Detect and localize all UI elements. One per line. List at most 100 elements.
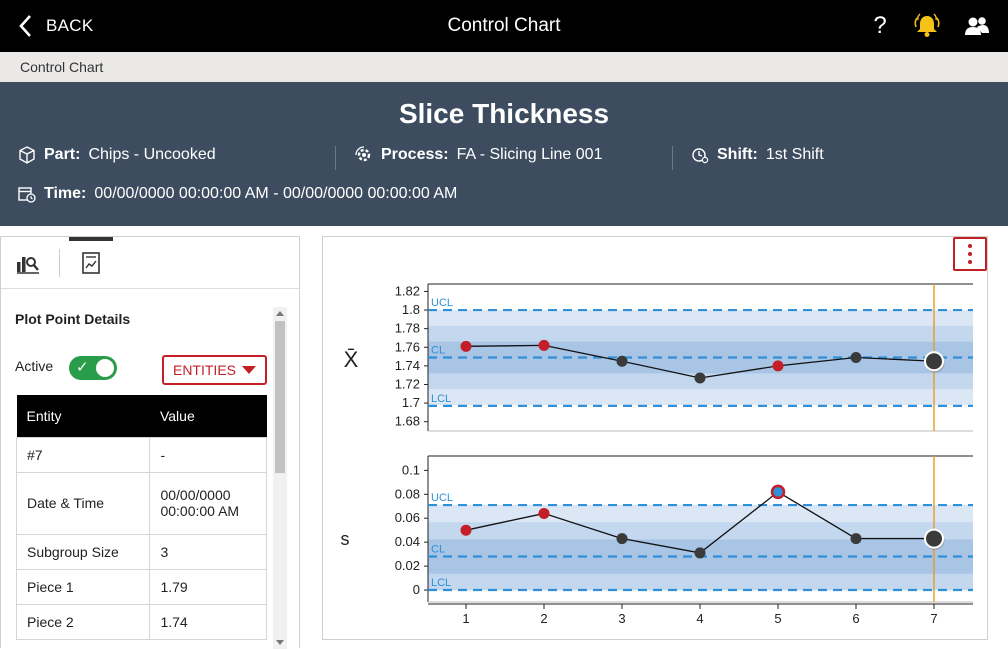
selected-data-point[interactable] [924, 528, 944, 549]
x-tick-label: 6 [852, 611, 859, 626]
active-tab-indicator [69, 237, 113, 241]
breadcrumb[interactable]: Control Chart [20, 59, 104, 75]
out-of-control-point[interactable] [538, 339, 550, 351]
y-tick-label: 1.72 [395, 376, 420, 391]
x-tick-label: 4 [696, 611, 703, 626]
table-row: Date & Time 00/00/0000 00:00:00 AM [15, 471, 267, 535]
shift-label: Shift: [717, 146, 758, 163]
y-tick-label: 1.74 [395, 358, 420, 373]
data-point[interactable] [850, 533, 862, 545]
control-chart-panel: 1.68 1.7 1.72 1.74 1.76 1.78 1.8 1.82 UCL CL LCL X̄… [322, 236, 988, 640]
xbar-chart: 1.68 1.7 1.72 1.74 1.76 1.78 1.8 1.82 UCL CL LCL X̄ [344, 283, 973, 432]
data-point[interactable] [850, 352, 862, 363]
scroll-up-icon[interactable] [276, 311, 284, 316]
entity-cell: Subgroup Size [15, 533, 151, 570]
active-label: Active [15, 358, 54, 374]
panel-tabs [1, 237, 299, 289]
caret-down-icon [242, 366, 256, 374]
y-tick-label: 0.04 [395, 534, 420, 549]
help-icon[interactable]: ? [873, 12, 887, 39]
tab-plot-point-details[interactable] [68, 237, 114, 289]
tab-analysis[interactable] [5, 237, 51, 289]
more-dot [968, 244, 972, 248]
x-tick-label: 2 [540, 611, 547, 626]
alarm-bell-icon[interactable] [912, 13, 942, 39]
x-tick-label: 1 [462, 611, 469, 626]
column-header-entity: Entity [16, 395, 150, 437]
tab-divider [59, 249, 60, 277]
part-meta: Part: Chips - Uncooked [18, 146, 216, 164]
out-of-control-point[interactable] [460, 340, 472, 352]
calendar-clock-icon [18, 187, 36, 203]
process-value: FA - Slicing Line 001 [456, 146, 603, 163]
y-tick-label: 1.7 [402, 395, 420, 410]
selected-data-point[interactable] [924, 351, 944, 372]
box-icon [19, 146, 35, 164]
y-tick-label: 0.02 [395, 558, 420, 573]
control-limit-label: LCL [431, 393, 451, 405]
entity-table: Entity Value #7- Date & Time 00/00/0000 0… [15, 395, 267, 640]
control-limit-label: CL [431, 345, 445, 357]
out-of-control-point[interactable] [538, 507, 550, 519]
data-point[interactable] [616, 533, 628, 545]
time-value: 00/00/0000 00:00:00 AM - 00/00/0000 00:0… [94, 185, 458, 202]
process-meta: Process: FA - Slicing Line 001 [355, 146, 602, 164]
shift-meta: Shift: 1st Shift [691, 146, 824, 164]
scroll-down-icon[interactable] [276, 640, 284, 645]
shift-clock-icon [692, 148, 709, 164]
plot-point-panel: Plot Point Details Active ✓ ENTITIES Ent… [0, 236, 300, 649]
value-cell: 1.79 [149, 568, 267, 605]
y-tick-label: 0.06 [395, 510, 420, 525]
entities-dropdown-button[interactable]: ENTITIES [162, 355, 267, 385]
process-gear-icon [355, 146, 371, 162]
chart-header: Slice Thickness Part: Chips - Uncooked Pr… [0, 82, 1008, 226]
control-limit-label: LCL [431, 577, 451, 589]
scroll-thumb[interactable] [275, 321, 285, 473]
entity-cell: Date & Time [15, 471, 151, 535]
data-point[interactable] [694, 372, 706, 384]
out-of-control-point[interactable] [460, 524, 472, 536]
y-tick-label: 1.68 [395, 414, 420, 429]
value-cell: 3 [149, 533, 267, 570]
control-limit-label: CL [431, 544, 445, 556]
more-dot [968, 260, 972, 264]
more-options-button[interactable] [953, 237, 987, 271]
time-label: Time: [44, 185, 87, 202]
value-cell: 00/00/0000 00:00:00 AM [149, 471, 267, 535]
y-tick-label: 0.1 [402, 462, 420, 477]
y-tick-label: 1.78 [395, 321, 420, 336]
control-charts[interactable]: 1.68 1.7 1.72 1.74 1.76 1.78 1.8 1.82 UCL CL LCL X̄… [323, 237, 987, 639]
control-limit-label: UCL [431, 297, 453, 309]
data-point[interactable] [694, 547, 706, 559]
y-tick-label: 1.82 [395, 283, 420, 298]
part-value: Chips - Uncooked [88, 146, 216, 163]
data-point[interactable] [616, 355, 628, 367]
active-toggle[interactable]: ✓ [69, 356, 117, 380]
table-header-row: Entity Value [16, 395, 267, 437]
s-chart: 0 0.02 0.04 0.06 0.08 0.1 UCL CL LCL s 1 2 3 4 5 6 7 [341, 455, 973, 626]
back-button[interactable]: BACK [18, 10, 94, 42]
process-label: Process: [381, 146, 449, 163]
panel-scrollbar[interactable] [273, 307, 287, 649]
entity-cell: #7 [15, 436, 151, 473]
table-row: #7- [15, 436, 267, 473]
control-limit-label: UCL [431, 492, 453, 504]
entity-cell: Piece 1 [15, 568, 151, 605]
back-label: BACK [46, 16, 94, 35]
entity-cell: Piece 2 [15, 603, 151, 640]
chevron-left-icon [19, 15, 31, 37]
y-tick-label: 0 [413, 582, 420, 597]
column-header-value: Value [149, 395, 267, 437]
table-row: Piece 2 1.74 [15, 603, 267, 640]
out-of-control-point[interactable] [772, 360, 784, 372]
x-tick-label: 7 [930, 611, 937, 626]
part-label: Part: [44, 146, 81, 163]
flagged-data-point[interactable] [770, 484, 786, 500]
users-icon[interactable] [964, 14, 990, 38]
y-tick-label: 1.76 [395, 339, 420, 354]
breadcrumb-bar: Control Chart [0, 52, 1008, 82]
page-title: Control Chart [447, 15, 561, 36]
top-bar: BACK Control Chart ? [0, 0, 1008, 52]
table-row: Piece 1 1.79 [15, 568, 267, 605]
y-tick-label: 1.8 [402, 302, 420, 317]
